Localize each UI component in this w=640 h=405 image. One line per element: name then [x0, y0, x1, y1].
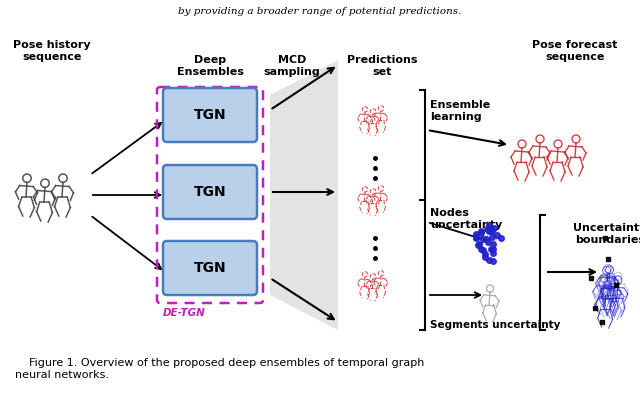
Text: by providing a broader range of potential predictions.: by providing a broader range of potentia…	[179, 7, 461, 16]
FancyBboxPatch shape	[163, 241, 257, 295]
Text: Predictions
set: Predictions set	[347, 55, 417, 77]
Text: TGN: TGN	[194, 108, 227, 122]
Text: Segments uncertainty: Segments uncertainty	[430, 320, 561, 330]
Text: Pose history
sequence: Pose history sequence	[13, 40, 91, 62]
Text: Pose forecast
sequence: Pose forecast sequence	[532, 40, 618, 62]
Text: Nodes
uncertainty: Nodes uncertainty	[430, 208, 502, 230]
Polygon shape	[270, 60, 338, 330]
Text: Deep
Ensembles: Deep Ensembles	[177, 55, 243, 77]
FancyBboxPatch shape	[163, 165, 257, 219]
Text: Uncertainty
boundaries: Uncertainty boundaries	[573, 223, 640, 245]
Text: Figure 1. Overview of the proposed deep ensembles of temporal graph
neural netwo: Figure 1. Overview of the proposed deep …	[15, 358, 424, 379]
FancyBboxPatch shape	[163, 88, 257, 142]
Text: MCD
sampling: MCD sampling	[264, 55, 321, 77]
Text: TGN: TGN	[194, 261, 227, 275]
Text: Ensemble
learning: Ensemble learning	[430, 100, 490, 122]
Text: TGN: TGN	[194, 185, 227, 199]
Text: DE-TGN: DE-TGN	[163, 308, 205, 318]
